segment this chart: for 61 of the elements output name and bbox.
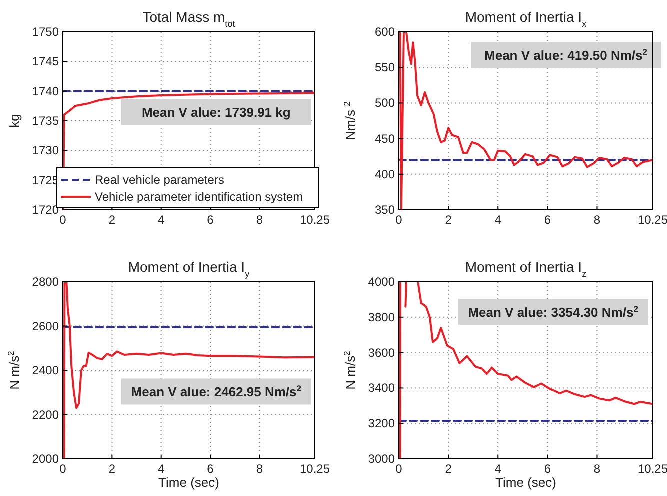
x-tick-label: 2 [108,213,116,227]
y-tick-label: 2600 [32,319,60,334]
y-axis-title: kg [7,114,22,128]
x-tick-label: 4 [158,462,165,476]
y-tick-label: 500 [374,96,396,110]
y-tick-label: 1735 [32,114,60,128]
chart-title: Moment of Inertia I$_{z}$ [465,259,588,279]
annotation: Mean V alue: 2462.95 Nm/s$^{2}$ [131,384,302,400]
x-tick-label: 8 [256,213,264,227]
x-tick-label: 8 [256,462,264,476]
y-tick-label: 3800 [368,310,396,324]
line-series [63,92,315,210]
x-tick-label: 8 [594,462,601,476]
annotation: Mean V alue: 419.50 Nm/s$^{2}$ [484,47,648,64]
y-tick-label: 2800 [32,275,60,289]
y-tick-label: 1750 [32,25,60,39]
chart-title: Moment of Inertia I$_{y}$ [128,259,250,279]
line-series [399,32,653,210]
x-tick-label: 0 [396,213,403,227]
x-axis-title: Time (sec) [496,475,556,490]
y-tick-label: 3400 [368,381,396,396]
x-tick-label: 6 [544,462,552,476]
y-tick-label: 350 [374,203,396,217]
y-tick-label: 1745 [32,54,60,69]
y-tick-label: 400 [374,167,396,182]
x-tick-label: 8 [594,213,601,227]
x-tick-label: 4 [494,462,502,476]
legend-label: Real vehicle parameters [95,173,224,187]
y-tick-label: 1730 [32,144,60,158]
line-series [63,282,315,459]
chart-title: Moment of Inertia I$_{x}$ [465,9,588,29]
x-tick-label: 2 [445,462,452,476]
y-tick-label: 2000 [32,452,60,466]
y-tick-label: 2400 [32,364,60,378]
y-tick-label: 3600 [368,346,396,360]
x-tick-label: 4 [158,213,165,227]
annotation: Mean V alue: 1739.91 kg [142,105,291,120]
x-tick-label: 10.25 [300,462,330,476]
y-tick-label: 450 [374,132,396,146]
x-tick-label: 10.25 [300,213,330,227]
annotation: Mean V alue: 3354.30 Nm/s$^{2}$ [468,304,639,320]
x-tick-label: 6 [544,213,552,227]
y-tick-label: 550 [374,60,396,75]
x-tick-label: 2 [445,213,452,227]
x-tick-label: 6 [207,462,214,476]
y-tick-label: 2200 [32,408,60,422]
y-tick-label: 4000 [368,275,396,289]
x-tick-label: 0 [60,213,67,227]
y-tick-label: 3200 [368,416,396,431]
x-tick-label: 4 [494,213,502,227]
legend-label: Vehicle parameter identification system [95,190,304,204]
y-tick-label: 600 [374,25,396,39]
chart-title: Total Mass m$_{tot}$ [142,9,236,29]
y-tick-label: 3000 [368,452,396,466]
x-tick-label: 6 [207,213,214,227]
x-tick-label: 2 [108,462,116,476]
x-tick-label: 0 [396,462,403,476]
y-tick-label: 1740 [32,84,60,98]
y-tick-label: 1720 [32,203,60,217]
x-axis-title: Time (sec) [158,475,220,490]
x-tick-label: 0 [60,462,67,476]
